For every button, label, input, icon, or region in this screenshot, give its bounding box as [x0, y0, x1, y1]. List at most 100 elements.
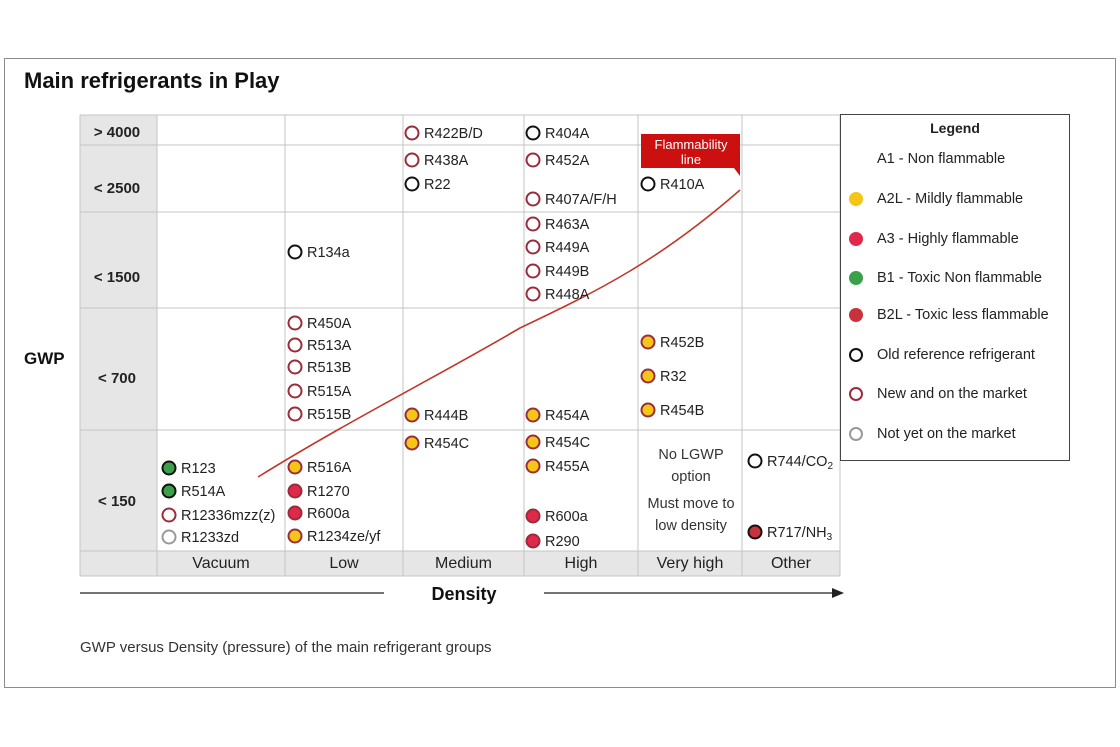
label-r452b: R452B	[660, 335, 704, 351]
label-r407a-f-h: R407A/F/H	[545, 192, 617, 208]
density-arrow-head	[832, 588, 844, 598]
label-r1270: R1270	[307, 484, 350, 500]
legend-label: Old reference refrigerant	[877, 347, 1035, 363]
legend-swatch-b1	[849, 271, 863, 285]
label-r22: R22	[424, 177, 451, 193]
gwp-band-label: > 4000	[94, 124, 140, 141]
label-r513b: R513B	[307, 360, 351, 376]
figure-title: Main refrigerants in Play	[24, 68, 280, 93]
legend-label: A2L - Mildly flammable	[877, 191, 1024, 207]
flammability-label-line2: line	[681, 152, 701, 167]
legend-label: A1 - Non flammable	[877, 151, 1006, 167]
label-r515a: R515A	[307, 384, 352, 400]
gwp-band-label: < 1500	[94, 269, 140, 286]
marker-r410a	[640, 176, 656, 192]
legend-label: New and on the market	[877, 386, 1027, 402]
marker-r438a	[404, 152, 420, 168]
density-column-label: Medium	[435, 555, 492, 572]
label-r454c: R454C	[424, 436, 469, 452]
label-r444b: R444B	[424, 408, 468, 424]
label-r463a: R463A	[545, 217, 590, 233]
density-column-label: Other	[771, 555, 812, 572]
legend-item-b1: B1 - Toxic Non flammable	[849, 268, 1042, 288]
marker-r1233zd	[161, 529, 177, 545]
flammability-label-line1: Flammability	[655, 137, 728, 152]
marker-r123	[161, 460, 177, 476]
label-r123: R123	[181, 461, 216, 477]
marker-r134a	[287, 244, 303, 260]
marker-r513b	[287, 359, 303, 375]
marker-r516a	[287, 459, 303, 475]
legend-box: Legend A1 - Non flammable A2L - Mildly fl…	[840, 114, 1070, 461]
marker-r454c	[525, 434, 541, 450]
label-r514a: R514A	[181, 484, 226, 500]
label-r600a: R600a	[307, 506, 351, 522]
legend-label: A3 - Highly flammable	[877, 231, 1019, 247]
label-r515b: R515B	[307, 407, 351, 423]
flammability-line	[257, 189, 741, 478]
legend-title: Legend	[930, 120, 980, 136]
marker-r452a	[525, 152, 541, 168]
marker-r422b-d	[404, 125, 420, 141]
marker-r22	[404, 176, 420, 192]
label-r438a: R438A	[424, 153, 469, 169]
no-lgwp-note: No LGWP	[658, 447, 723, 463]
density-column-label: High	[565, 555, 598, 572]
marker-r513a	[287, 337, 303, 353]
label-r1234ze-yf: R1234ze/yf	[307, 529, 381, 545]
marker-r744-co	[747, 453, 763, 469]
label-r422b-d: R422B/D	[424, 126, 483, 142]
marker-r514a	[161, 483, 177, 499]
label-r744-co: R744/CO2	[767, 454, 833, 472]
legend-item-b2l: B2L - Toxic less flammable	[849, 305, 1049, 325]
legend-label: B1 - Toxic Non flammable	[877, 270, 1042, 286]
marker-r404a	[525, 125, 541, 141]
legend-item-not-yet: Not yet on the market	[849, 424, 1016, 444]
density-column-label: Very high	[657, 555, 724, 572]
flammability-label-box	[641, 134, 740, 176]
gwp-band-label: < 150	[98, 493, 136, 510]
legend-item-new: New and on the market	[849, 384, 1027, 404]
figure-caption: GWP versus Density (pressure) of the mai…	[80, 639, 492, 656]
gwp-header-bg	[80, 115, 157, 551]
label-r448a: R448A	[545, 287, 590, 303]
label-r455a: R455A	[545, 459, 590, 475]
marker-r449b	[525, 263, 541, 279]
label-r454b: R454B	[660, 403, 704, 419]
density-header-bg	[80, 551, 840, 576]
marker-r455a	[525, 458, 541, 474]
density-column-label: Low	[329, 555, 359, 572]
marker-r717-nh	[747, 524, 763, 540]
density-column-label: Vacuum	[192, 555, 250, 572]
label-r454a: R454A	[545, 408, 590, 424]
label-r404a: R404A	[545, 126, 590, 142]
legend-swatch-new	[849, 387, 863, 401]
legend-swatch-not-yet	[849, 427, 863, 441]
marker-r454b	[640, 402, 656, 418]
label-r449b: R449B	[545, 264, 589, 280]
label-r32: R32	[660, 369, 687, 385]
marker-r463a	[525, 216, 541, 232]
label-r600a: R600a	[545, 509, 589, 525]
marker-r452b	[640, 334, 656, 350]
label-r290: R290	[545, 534, 580, 550]
figure-frame	[4, 58, 1116, 688]
marker-r600a	[525, 508, 541, 524]
marker-r454c	[404, 435, 420, 451]
marker-r1270	[287, 483, 303, 499]
marker-r1234ze-yf	[287, 528, 303, 544]
label-r134a: R134a	[307, 245, 351, 261]
label-r449a: R449A	[545, 240, 590, 256]
label-r516a: R516A	[307, 460, 352, 476]
legend-swatch-b2l	[849, 308, 863, 322]
label-r717-nh: R717/NH3	[767, 525, 833, 543]
gwp-band-label: < 700	[98, 370, 136, 387]
marker-r12336mzz-z	[161, 507, 177, 523]
marker-r515a	[287, 383, 303, 399]
legend-item-a3: A3 - Highly flammable	[849, 229, 1019, 249]
legend-item-a2l: A2L - Mildly flammable	[849, 189, 1023, 209]
label-r513a: R513A	[307, 338, 352, 354]
grid-layer	[79, 114, 841, 577]
